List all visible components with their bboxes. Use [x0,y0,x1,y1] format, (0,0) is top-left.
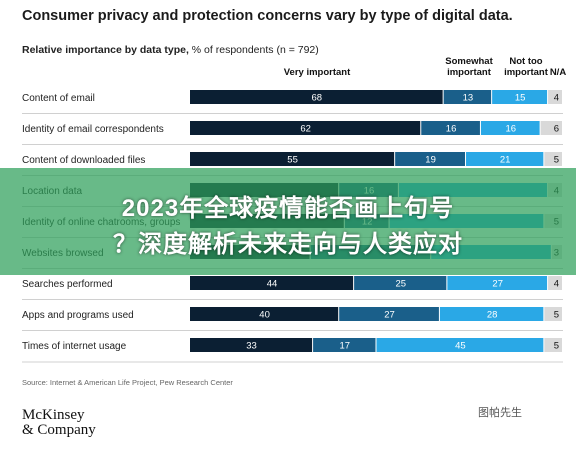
bar-value-label: 62 [300,124,311,135]
bar-segment [190,90,443,104]
company-logo: McKinsey & Company [22,408,96,438]
bar-segment [544,338,562,352]
bar-segment [548,276,562,290]
bar-value-label: 5 [554,155,559,166]
logo-line-2: & Company [22,422,96,438]
column-header-somewhat-important: Somewhat important [445,56,493,78]
logo-line-1: McKinsey [22,407,85,423]
chart-title: Consumer privacy and protection concerns… [22,8,513,24]
bar-value-label: 17 [340,341,351,352]
bar-segment [466,152,544,166]
bar-value-label: 68 [312,93,323,104]
column-header-not-too-important: Not too important [504,56,548,78]
bar-segment [421,121,480,135]
bar-value-label: 27 [492,279,503,290]
bar-segment [544,152,562,166]
headline-overlay-banner: 2023年全球疫情能否画上句号 ？深度解析未来走向与人类应对 [0,168,576,275]
bar-segment [190,121,421,135]
bar-value-label: 5 [554,341,559,352]
bar-segment [447,276,548,290]
bar-segment [443,90,492,104]
bar-segment [540,121,562,135]
category-label: Apps and programs used [22,310,134,321]
overlay-line-2: ？深度解析未来走向与人类应对 [113,231,463,258]
overlay-line-1: 2023年全球疫情能否画上句号 [121,195,455,222]
bar-value-label: 33 [246,341,257,352]
category-label: Identity of email correspondents [22,124,164,135]
bar-value-label: 16 [505,124,516,135]
subtitle-rest: % of respondents (n = 792) [188,44,319,56]
bar-value-label: 28 [487,310,498,321]
watermark-text: 图帕先生 [478,407,522,419]
bar-segment [376,338,544,352]
category-label: Times of internet usage [22,341,127,352]
bar-value-label: 13 [463,93,474,104]
bar-value-label: 55 [287,155,298,166]
bar-segment [190,338,313,352]
category-label: Content of downloaded files [22,155,145,166]
bar-segment [395,152,466,166]
bar-value-label: 27 [384,310,395,321]
bar-segment [492,90,548,104]
bar-segment [339,307,439,321]
subtitle-bold: Relative importance by data type, [22,44,189,56]
bar-segment [190,307,339,321]
bar-segment [190,152,395,166]
bar-segment [480,121,540,135]
column-header-very-important: Very important [283,67,351,78]
bar-segment [548,90,562,104]
bar-value-label: 6 [554,124,559,135]
bar-value-label: 16 [446,124,457,135]
bar-value-label: 45 [455,341,466,352]
category-label: Searches performed [22,279,113,290]
source-note: Source: Internet & American Life Project… [22,378,233,387]
bar-value-label: 4 [554,93,559,104]
bar-value-label: 4 [554,279,559,290]
column-header-na: N/A [549,67,567,78]
chart-subtitle: Relative importance by data type, % of r… [22,44,319,56]
bar-segment [190,276,354,290]
bar-segment [439,307,544,321]
bar-value-label: 25 [395,279,406,290]
category-label: Content of email [22,93,95,104]
bar-value-label: 44 [267,279,278,290]
bar-segment [313,338,376,352]
bar-segment [544,307,562,321]
bar-value-label: 19 [425,155,436,166]
bar-value-label: 15 [515,93,526,104]
bar-segment [354,276,447,290]
bar-value-label: 5 [554,310,559,321]
bar-value-label: 40 [259,310,270,321]
bar-value-label: 21 [500,155,511,166]
